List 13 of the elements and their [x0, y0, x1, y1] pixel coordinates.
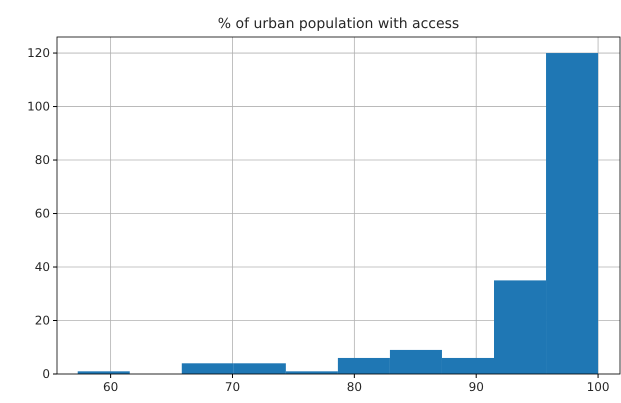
x-tick-label: 60: [102, 380, 118, 394]
y-tick-label: 0: [42, 367, 50, 381]
chart-title: % of urban population with access: [218, 16, 460, 32]
y-tick-label: 60: [34, 206, 50, 221]
y-tick-label: 20: [34, 314, 50, 328]
x-tick-label: 90: [468, 380, 484, 394]
x-tick-label: 80: [346, 380, 362, 394]
x-tick-label: 70: [224, 380, 240, 394]
y-tick-label: 40: [34, 260, 50, 274]
y-tick-label: 80: [34, 153, 50, 168]
x-tick-label: 100: [586, 380, 610, 394]
y-tick-label: 100: [27, 100, 50, 114]
y-tick-label: 120: [27, 46, 50, 60]
